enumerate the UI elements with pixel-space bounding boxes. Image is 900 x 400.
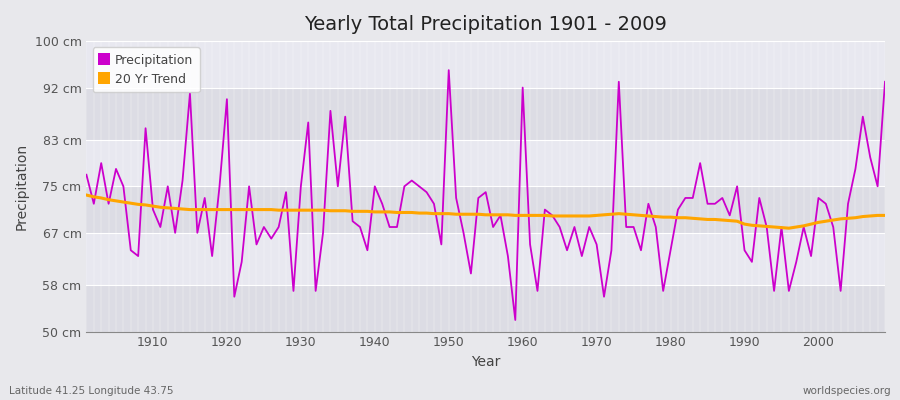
Y-axis label: Precipitation: Precipitation bbox=[15, 143, 29, 230]
Bar bbox=[86, 233, 885, 285]
Bar bbox=[86, 186, 885, 233]
Bar bbox=[86, 88, 885, 140]
Title: Yearly Total Precipitation 1901 - 2009: Yearly Total Precipitation 1901 - 2009 bbox=[304, 15, 667, 34]
Text: Latitude 41.25 Longitude 43.75: Latitude 41.25 Longitude 43.75 bbox=[9, 386, 174, 396]
Text: worldspecies.org: worldspecies.org bbox=[803, 386, 891, 396]
Bar bbox=[86, 140, 885, 186]
Legend: Precipitation, 20 Yr Trend: Precipitation, 20 Yr Trend bbox=[93, 47, 200, 92]
Bar bbox=[86, 285, 885, 332]
Bar bbox=[86, 41, 885, 88]
X-axis label: Year: Year bbox=[471, 355, 500, 369]
